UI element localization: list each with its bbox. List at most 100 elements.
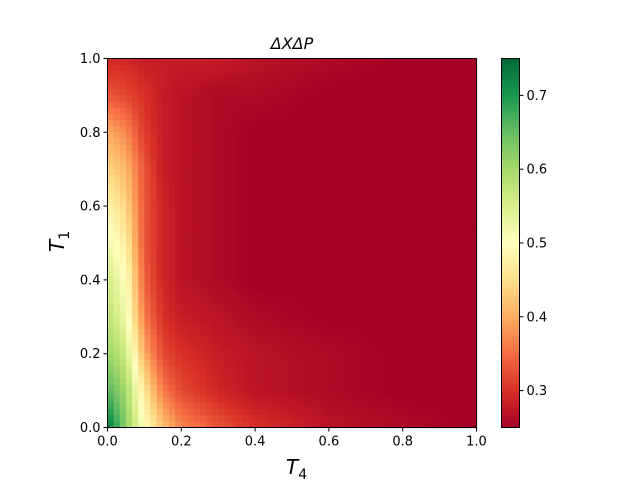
- heatmap-cell: [138, 70, 145, 78]
- heatmap-cell: [224, 163, 232, 170]
- heatmap-cell: [218, 64, 225, 72]
- heatmap-cell: [107, 70, 115, 78]
- heatmap-cell: [150, 396, 158, 404]
- heatmap-cell: [470, 310, 478, 318]
- heatmap-cell: [347, 181, 355, 189]
- heatmap-cell: [255, 335, 262, 342]
- heatmap-cell: [470, 273, 478, 281]
- heatmap-cell: [433, 132, 441, 140]
- heatmap-cell: [292, 322, 299, 330]
- heatmap-cell: [138, 236, 145, 244]
- heatmap-cell: [316, 64, 324, 72]
- heatmap-cell: [445, 298, 453, 306]
- heatmap-cell: [433, 156, 441, 164]
- heatmap-cell: [384, 316, 391, 324]
- heatmap-cell: [279, 175, 287, 183]
- heatmap-cell: [353, 286, 361, 293]
- heatmap-cell: [261, 415, 268, 422]
- heatmap-cell: [169, 199, 176, 207]
- heatmap-cell: [384, 101, 391, 109]
- heatmap-cell: [316, 76, 324, 84]
- heatmap-cell: [125, 249, 133, 256]
- heatmap-cell: [359, 150, 367, 158]
- heatmap-cell: [322, 120, 330, 127]
- heatmap-cell: [181, 335, 189, 342]
- heatmap-cell: [427, 76, 435, 84]
- heatmap-cell: [464, 230, 471, 238]
- heatmap-cell: [292, 415, 299, 422]
- heatmap-cell: [408, 181, 416, 189]
- heatmap-cell: [261, 138, 268, 146]
- heatmap-cell: [162, 292, 170, 299]
- heatmap-cell: [199, 156, 207, 164]
- heatmap-cell: [402, 236, 410, 244]
- heatmap-cell: [107, 304, 115, 312]
- heatmap-cell: [322, 273, 330, 281]
- heatmap-cell: [439, 396, 447, 404]
- heatmap-cell: [261, 396, 268, 404]
- heatmap-cell: [248, 120, 256, 127]
- heatmap-cell: [119, 421, 127, 429]
- heatmap-cell: [408, 384, 416, 392]
- heatmap-cell: [156, 89, 164, 96]
- heatmap-cell: [439, 138, 447, 146]
- heatmap-cell: [162, 156, 170, 164]
- heatmap-cell: [304, 236, 312, 244]
- heatmap-cell: [458, 390, 465, 398]
- heatmap-cell: [255, 107, 262, 115]
- heatmap-cell: [359, 181, 367, 189]
- heatmap-cell: [205, 402, 213, 410]
- heatmap-cell: [298, 83, 305, 90]
- heatmap-cell: [267, 359, 275, 367]
- heatmap-cell: [359, 64, 367, 72]
- heatmap-cell: [464, 409, 471, 416]
- heatmap-cell: [433, 261, 441, 269]
- heatmap-cell: [199, 402, 207, 410]
- heatmap-cell: [273, 273, 281, 281]
- heatmap-cell: [205, 366, 213, 373]
- heatmap-cell: [113, 113, 121, 121]
- heatmap-cell: [150, 341, 158, 349]
- heatmap-cell: [242, 341, 250, 349]
- heatmap-cell: [242, 329, 250, 336]
- heatmap-cell: [415, 409, 422, 416]
- heatmap-cell: [390, 341, 398, 349]
- heatmap-cell: [119, 409, 127, 416]
- heatmap-cell: [292, 224, 299, 232]
- heatmap-cell: [304, 396, 312, 404]
- heatmap-cell: [304, 193, 312, 201]
- heatmap-cell: [199, 138, 207, 146]
- heatmap-cell: [113, 89, 121, 96]
- heatmap-cell: [470, 181, 478, 189]
- heatmap-cell: [335, 126, 342, 133]
- heatmap-cell: [218, 378, 225, 386]
- heatmap-cell: [132, 279, 139, 287]
- heatmap-cell: [341, 255, 348, 263]
- heatmap-cell: [285, 402, 293, 410]
- heatmap-cell: [316, 120, 324, 127]
- heatmap-cell: [156, 267, 164, 275]
- heatmap-cell: [292, 255, 299, 263]
- heatmap-cell: [119, 279, 127, 287]
- heatmap-cell: [341, 347, 348, 355]
- heatmap-cell: [458, 372, 465, 379]
- heatmap-cell: [218, 384, 225, 392]
- heatmap-cell: [212, 169, 219, 176]
- heatmap-cell: [255, 347, 262, 355]
- heatmap-cell: [347, 384, 355, 392]
- heatmap-cell: [304, 390, 312, 398]
- heatmap-cell: [353, 76, 361, 84]
- heatmap-cell: [175, 402, 182, 410]
- heatmap-cell: [175, 175, 182, 183]
- heatmap-cell: [341, 83, 348, 90]
- heatmap-cell: [421, 113, 428, 121]
- heatmap-cell: [267, 273, 275, 281]
- heatmap-cell: [359, 243, 367, 250]
- heatmap-cell: [384, 144, 391, 152]
- heatmap-cell: [470, 267, 478, 275]
- heatmap-cell: [347, 310, 355, 318]
- heatmap-cell: [224, 279, 232, 287]
- heatmap-cell: [396, 396, 404, 404]
- heatmap-cell: [236, 236, 244, 244]
- heatmap-cell: [150, 402, 158, 410]
